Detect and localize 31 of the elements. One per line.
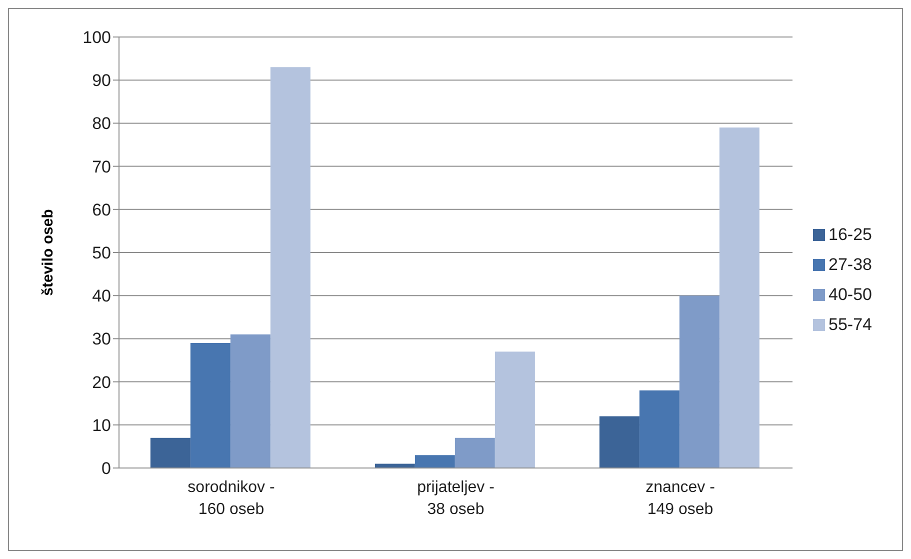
bar xyxy=(230,334,270,468)
bar xyxy=(414,455,455,468)
bar xyxy=(190,343,230,468)
y-tick-label: 10 xyxy=(92,416,111,435)
x-tick-label: prijateljev - 38 oseb xyxy=(417,479,494,518)
bar xyxy=(494,352,535,468)
y-tick-label: 90 xyxy=(92,71,111,90)
legend-label: 40-50 xyxy=(828,284,872,304)
bar xyxy=(679,296,720,468)
y-tick-label: 80 xyxy=(92,114,111,134)
y-tick-label: 70 xyxy=(92,157,111,176)
legend-label: 55-74 xyxy=(828,314,872,334)
bar xyxy=(454,438,495,468)
bar xyxy=(719,128,760,468)
x-tick-label: znancev - 149 oseb xyxy=(646,479,715,518)
y-tick-label: 20 xyxy=(92,372,111,392)
legend-label: 27-38 xyxy=(828,254,872,274)
y-tick-label: 0 xyxy=(102,459,111,478)
y-tick-label: 30 xyxy=(92,330,111,349)
bar xyxy=(374,464,415,468)
bar xyxy=(639,390,680,468)
bar xyxy=(599,416,640,468)
x-tick-label: sorodnikov - 160 oseb xyxy=(188,479,275,518)
bar xyxy=(150,438,190,468)
y-tick-label: 100 xyxy=(82,28,111,48)
y-tick-label: 50 xyxy=(92,244,111,263)
legend-label: 16-25 xyxy=(828,224,872,244)
y-tick-label: 40 xyxy=(92,286,111,306)
y-axis-title: število oseb xyxy=(39,209,56,296)
y-tick-label: 60 xyxy=(92,200,111,220)
bar xyxy=(270,67,310,468)
